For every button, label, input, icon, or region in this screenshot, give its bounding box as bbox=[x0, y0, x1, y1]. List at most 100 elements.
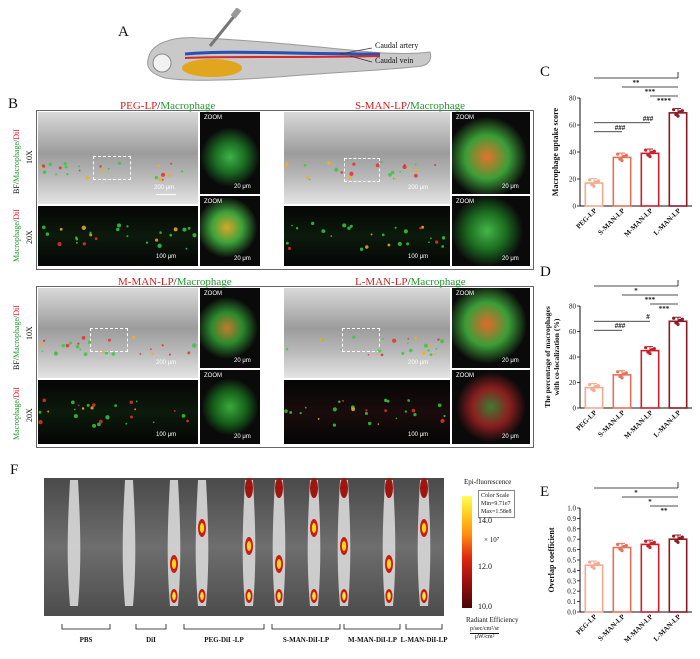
zoom-image-m-man-1: ZOOM 20 μm bbox=[200, 288, 260, 368]
data-point bbox=[650, 150, 654, 154]
fluorescent-speck bbox=[395, 417, 398, 420]
fluorescent-speck bbox=[99, 165, 102, 168]
fluorescent-speck bbox=[65, 343, 70, 348]
sig-label: ** bbox=[633, 79, 641, 87]
fluorescent-speck bbox=[161, 178, 164, 181]
colorbar bbox=[462, 496, 472, 608]
fluorescent-speck bbox=[340, 348, 342, 351]
fluorescent-speck bbox=[125, 422, 128, 425]
zoom-image-l-man-2: ZOOM 20 μm bbox=[452, 370, 530, 444]
data-point bbox=[650, 348, 654, 352]
fluorescent-speck bbox=[391, 338, 397, 343]
fluorescent-speck bbox=[408, 348, 413, 353]
group-label: M-MAN-DiI-LP bbox=[348, 636, 397, 644]
fluorescent-speck bbox=[304, 406, 307, 409]
zebrafish-larva bbox=[122, 480, 136, 606]
group-label: L-MAN-DiI-LP bbox=[400, 636, 448, 644]
y-tick-label: 0.9 bbox=[567, 515, 576, 523]
fluorescent-speck bbox=[42, 398, 47, 403]
fluorescence-hotspot bbox=[200, 592, 204, 600]
data-point bbox=[646, 350, 650, 354]
colorbar-label: Radiant Efficiency bbox=[466, 616, 519, 624]
fluorescent-speck bbox=[413, 173, 418, 178]
bar bbox=[612, 156, 632, 207]
fluorescent-speck bbox=[75, 237, 79, 241]
bf-image-peg: 200 μm bbox=[38, 112, 198, 204]
fluorescent-speck bbox=[161, 172, 166, 177]
fluorescent-speck bbox=[42, 164, 46, 168]
fluorescent-speck bbox=[419, 226, 422, 230]
fluorescent-speck bbox=[408, 167, 411, 170]
zoom-image-peg-1: ZOOM 20 μm bbox=[200, 112, 260, 194]
group-label: PEG-DiI -LP bbox=[204, 636, 244, 644]
fluorescent-speck bbox=[375, 353, 378, 356]
sig-label: * bbox=[648, 498, 652, 506]
fluorescent-speck bbox=[69, 341, 73, 345]
fluorescent-speck bbox=[152, 421, 155, 424]
fluorescent-speck bbox=[165, 170, 169, 174]
fluorescent-speck bbox=[370, 233, 373, 236]
fluorescent-speck bbox=[91, 403, 96, 407]
fluorescent-speck bbox=[289, 411, 293, 414]
data-point bbox=[590, 183, 594, 187]
fluorescent-speck bbox=[92, 423, 97, 428]
zebrafish-larva bbox=[67, 480, 81, 606]
panel-b-frame-bottom bbox=[36, 286, 534, 448]
fluorescent-speck bbox=[170, 162, 173, 165]
fluorescent-speck bbox=[306, 175, 310, 179]
fluorescent-speck bbox=[173, 409, 176, 412]
fluorescent-speck bbox=[157, 243, 162, 248]
roi-box bbox=[93, 156, 131, 180]
fluorescent-speck bbox=[79, 348, 82, 351]
data-point bbox=[622, 154, 626, 158]
fluorescent-speck bbox=[168, 173, 173, 178]
zebrafish-larva bbox=[417, 480, 431, 606]
fluorescent-speck bbox=[158, 177, 163, 182]
y-tick-label: 0 bbox=[573, 405, 577, 413]
fluorescent-speck bbox=[443, 414, 446, 418]
fluorescent-speck bbox=[326, 161, 331, 165]
y-tick-label: 20 bbox=[569, 379, 577, 387]
fluorescent-speck bbox=[332, 423, 337, 427]
fluorescent-speck bbox=[39, 166, 42, 169]
fluorescent-speck bbox=[317, 417, 320, 420]
data-point bbox=[674, 321, 678, 325]
fluorescent-speck bbox=[413, 412, 417, 417]
fluorescent-speck bbox=[161, 344, 164, 347]
chart-d: 0 20 40 60 80 The percentage of macrophageswi… bbox=[543, 280, 692, 441]
zoom-image-s-man-1: ZOOM 20 μm bbox=[452, 112, 530, 194]
fluorescent-speck bbox=[414, 336, 418, 340]
fluorescent-speck bbox=[340, 171, 344, 174]
caudal-vein-label: Caudal vein bbox=[375, 56, 414, 65]
data-point bbox=[650, 541, 654, 545]
fluorescent-speck bbox=[126, 225, 129, 228]
sig-label: *** bbox=[659, 305, 670, 313]
fluorescent-speck bbox=[173, 227, 178, 232]
fluorescent-speck bbox=[81, 335, 86, 340]
fluorescent-speck bbox=[303, 163, 307, 167]
fluorescent-speck bbox=[75, 345, 80, 349]
hash-label: ### bbox=[615, 322, 626, 330]
fluorescent-speck bbox=[90, 406, 94, 410]
fluorescent-speck bbox=[99, 419, 103, 424]
title-m-man-lp: M-MAN-LP/Macrophage bbox=[118, 276, 232, 288]
fluorescent-speck bbox=[75, 241, 78, 244]
fluorescent-speck bbox=[59, 227, 63, 231]
fluorescent-speck bbox=[352, 335, 356, 339]
fluorescent-speck bbox=[157, 164, 160, 168]
fluorescent-speck bbox=[182, 227, 187, 232]
fluorescent-speck bbox=[42, 225, 46, 230]
data-point bbox=[644, 539, 648, 543]
x-tick-label: PEG-LP bbox=[575, 612, 599, 636]
fluorescent-speck bbox=[111, 352, 116, 356]
fluorescent-speck bbox=[406, 242, 410, 246]
fluorescent-speck bbox=[48, 162, 53, 166]
sig-label: *** bbox=[645, 88, 656, 96]
y-tick-label: 0.8 bbox=[567, 525, 576, 533]
fluorescent-speck bbox=[139, 352, 142, 355]
y-tick-label: 0.5 bbox=[567, 557, 576, 565]
data-point bbox=[678, 110, 682, 114]
data-point bbox=[594, 384, 598, 389]
panel-d-letter: D bbox=[540, 264, 551, 280]
y-tick-label: 0.4 bbox=[567, 567, 576, 575]
